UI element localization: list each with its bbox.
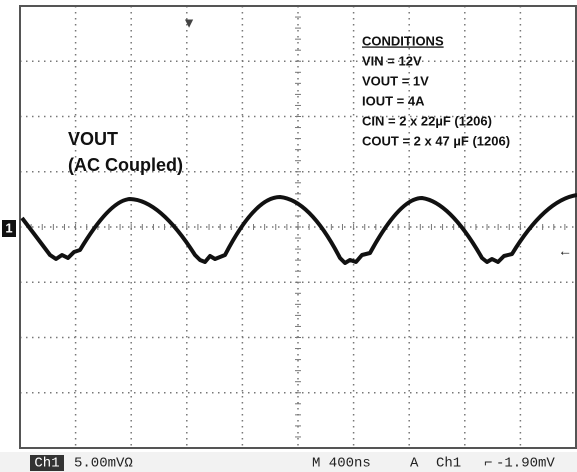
scope-screen: ▼ 1 ← CONDITIONS VIN = 12V VOUT = 1V IOU…: [0, 0, 577, 472]
condition-line: COUT = 2 x 47 µF (1206): [362, 133, 510, 148]
channel-marker: 1: [5, 220, 12, 235]
condition-line: IOUT = 4A: [362, 93, 425, 108]
status-channel: Ch1: [34, 456, 59, 472]
trace-label: (AC Coupled): [68, 155, 183, 175]
trace-label: VOUT: [68, 129, 118, 149]
status-scale: 5.00mVΩ: [74, 456, 133, 472]
trigger-position-icon: ▼: [182, 15, 196, 31]
condition-line: VIN = 12V: [362, 53, 422, 68]
status-trigger-source: Ch1: [436, 456, 461, 472]
status-timebase: M 400ns: [312, 456, 371, 472]
condition-line: VOUT = 1V: [362, 73, 429, 88]
condition-line: CIN = 2 x 22µF (1206): [362, 113, 492, 128]
level-arrow: ←: [558, 243, 572, 259]
status-trigger-level: -1.90mV: [496, 456, 555, 472]
status-trigger-mode: A: [410, 456, 419, 472]
trigger-slope-icon: ⌐: [484, 456, 492, 472]
conditions-heading: CONDITIONS: [362, 33, 444, 48]
